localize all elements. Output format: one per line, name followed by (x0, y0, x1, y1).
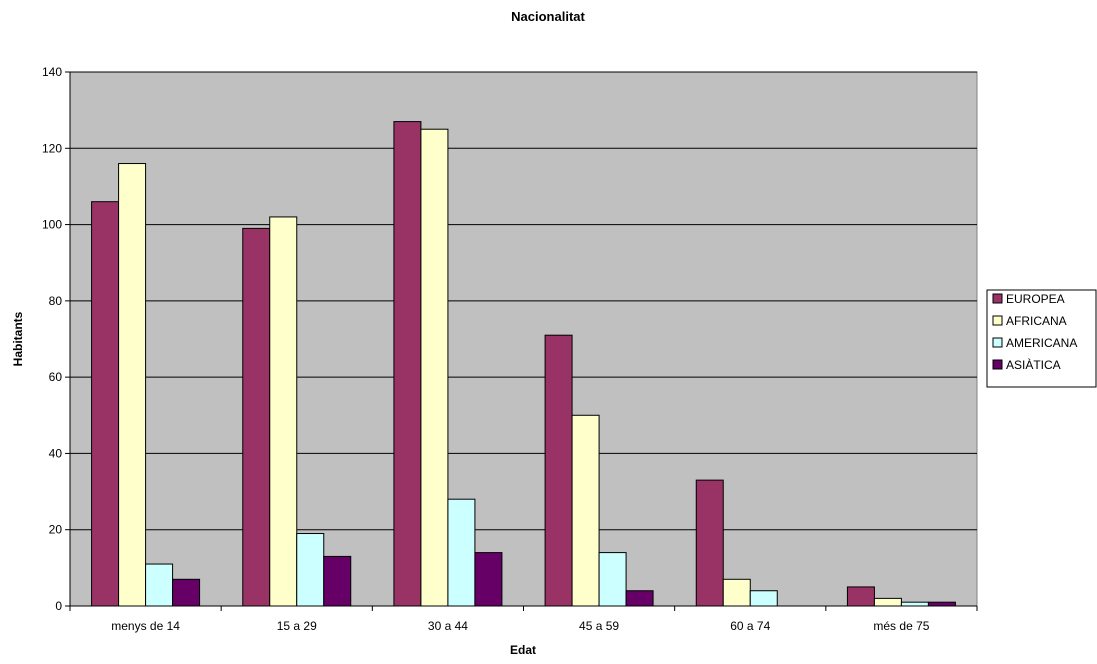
bar (393, 121, 422, 607)
bar (749, 590, 778, 607)
bar (323, 555, 352, 607)
legend-label: EUROPEA (1006, 292, 1065, 306)
bar (474, 552, 503, 607)
bar (172, 578, 201, 607)
bar (571, 414, 600, 607)
legend-swatch (992, 315, 1003, 326)
y-axis: 0 20 40 60 80 100 120 140 (42, 65, 71, 613)
bar (846, 586, 875, 607)
bar (598, 552, 627, 607)
y-axis-title: Habitants (11, 311, 25, 366)
legend-swatch (992, 293, 1003, 304)
x-axis: menys de 14 15 a 29 30 a 44 45 a 59 60 a 74 m… (69, 605, 978, 633)
chart-title: Nacionalitat (511, 9, 585, 24)
bar (420, 128, 449, 607)
y-tick-label: 20 (49, 523, 63, 537)
y-tick-label: 60 (49, 370, 63, 384)
bar (544, 334, 573, 607)
bars (91, 121, 956, 607)
legend: EUROPEA AFRICANA AMERICANA ASIÀTICA (986, 289, 1097, 388)
y-tick-label: 120 (42, 141, 62, 155)
legend-label: ASIÀTICA (1006, 357, 1061, 372)
legend-label: AMERICANA (1006, 336, 1077, 350)
bar (269, 216, 298, 607)
gridlines (70, 71, 977, 531)
y-tick-label: 40 (49, 446, 63, 460)
x-tick-label: 30 a 44 (428, 619, 468, 633)
x-axis-title: Edat (510, 643, 536, 657)
x-tick-label: 60 a 74 (730, 619, 770, 633)
bar (91, 201, 120, 607)
bar (625, 590, 654, 607)
bar (873, 597, 902, 607)
legend-label: AFRICANA (1006, 314, 1067, 328)
bar (145, 563, 174, 607)
y-tick-label: 80 (49, 294, 63, 308)
plot-area (69, 71, 978, 607)
bar (695, 479, 724, 607)
legend-box (986, 289, 1097, 388)
x-tick-label: 45 a 59 (579, 619, 619, 633)
bar (722, 578, 751, 607)
bar (447, 498, 476, 607)
legend-swatch (992, 337, 1003, 348)
y-tick-label: 140 (42, 65, 62, 79)
y-tick-label: 100 (42, 218, 62, 232)
bar (118, 163, 147, 607)
bar (296, 533, 325, 607)
legend-swatch (992, 359, 1003, 370)
bar (927, 601, 956, 607)
y-tick-label: 0 (55, 599, 62, 613)
x-tick-label: més de 75 (873, 619, 929, 633)
bar (242, 227, 271, 607)
x-tick-label: 15 a 29 (277, 619, 317, 633)
x-tick-label: menys de 14 (111, 619, 180, 633)
bar (900, 601, 929, 607)
